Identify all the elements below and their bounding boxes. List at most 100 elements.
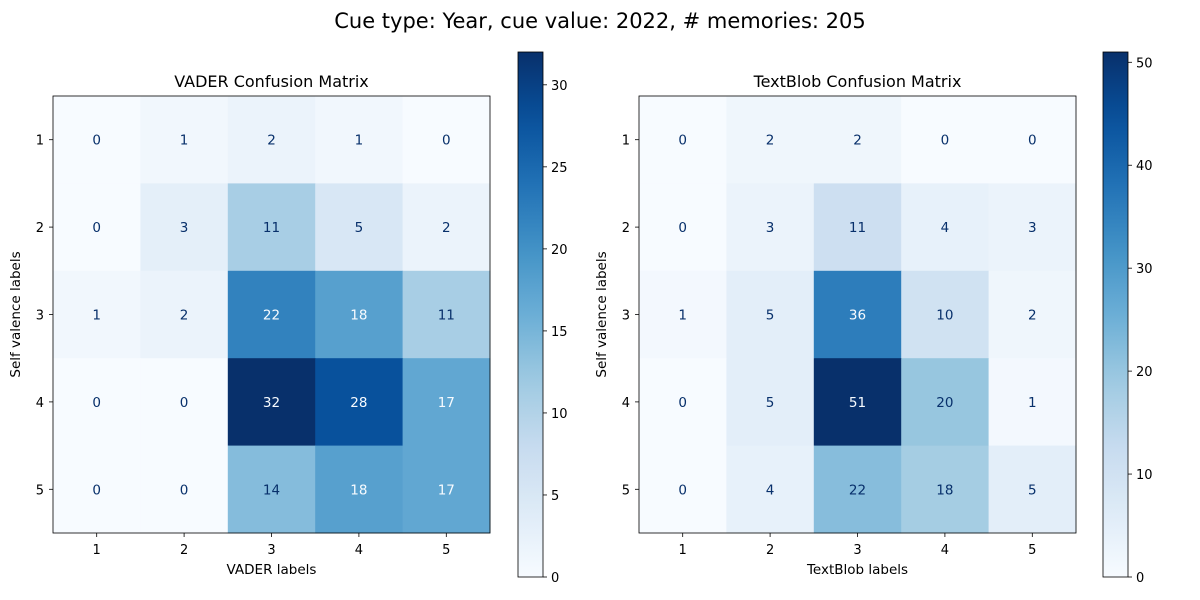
y-tick-label: 5 xyxy=(36,483,44,498)
x-tick-label: 1 xyxy=(93,543,101,558)
heatmap-cell xyxy=(315,270,404,359)
heatmap-cell xyxy=(140,445,229,534)
heatmap-cell xyxy=(639,183,727,272)
heatmap-cell xyxy=(140,358,229,447)
cell-value-label: 3 xyxy=(180,220,189,236)
cell-value-label: 0 xyxy=(678,395,687,411)
colorbar-tick-label: 0 xyxy=(551,571,559,586)
cell-value-label: 18 xyxy=(350,308,367,324)
x-axis-label: VADER labels xyxy=(227,562,317,578)
cell-value-label: 1 xyxy=(678,308,687,324)
heatmap-cell xyxy=(988,183,1077,272)
heatmap-cell xyxy=(227,183,316,272)
colorbar-tick-label: 20 xyxy=(1136,365,1153,380)
y-tick-label: 3 xyxy=(622,309,630,324)
heatmap-cell xyxy=(726,445,815,534)
chart-title: VADER Confusion Matrix xyxy=(174,72,369,91)
heatmap-cell xyxy=(988,358,1077,447)
cell-value-label: 2 xyxy=(766,133,775,149)
x-tick-label: 3 xyxy=(853,543,861,558)
x-tick-label: 2 xyxy=(180,543,188,558)
cell-value-label: 5 xyxy=(1028,482,1037,498)
colorbar-tick-label: 30 xyxy=(1136,262,1153,277)
heatmap-cell xyxy=(227,358,316,447)
heatmap-cell xyxy=(901,358,990,447)
heatmap-cell xyxy=(813,445,902,534)
cell-value-label: 20 xyxy=(936,395,953,411)
heatmap-cell xyxy=(315,183,404,272)
cell-value-label: 17 xyxy=(438,482,455,498)
heatmap-cell xyxy=(813,183,902,272)
cell-value-label: 0 xyxy=(678,133,687,149)
cell-value-label: 2 xyxy=(1028,308,1037,324)
cell-value-label: 17 xyxy=(438,395,455,411)
colorbar-tick-label: 40 xyxy=(1136,159,1153,174)
x-tick-label: 3 xyxy=(267,543,275,558)
heatmap-cell xyxy=(988,445,1077,534)
charts-group: 0 1 2 1 00 3 11 5 21 2 22 18 110 0 32 28 170 0 14 18 171 2 3 4 5… xyxy=(8,51,1153,586)
cell-value-label: 11 xyxy=(849,220,866,236)
cell-value-label: 14 xyxy=(263,482,280,498)
heatmap-cell xyxy=(53,183,141,272)
heatmap-cell xyxy=(402,96,491,184)
cell-value-label: 5 xyxy=(355,220,364,236)
heatmap-cell xyxy=(813,270,902,359)
confusion-matrix-1: 0 1 2 1 00 3 11 5 21 2 22 18 110 0 32 28 170 0 14 18 171 2 3 4 5… xyxy=(8,51,568,586)
heatmap-cell xyxy=(53,445,141,534)
cell-value-label: 18 xyxy=(936,482,953,498)
y-tick-label: 4 xyxy=(36,396,44,411)
y-tick-label: 1 xyxy=(622,134,630,149)
x-tick-label: 5 xyxy=(442,543,450,558)
cell-value-label: 3 xyxy=(1028,220,1037,236)
heatmap-cell xyxy=(315,358,404,447)
y-axis-label: Self valence labels xyxy=(594,251,610,377)
cell-value-label: 11 xyxy=(263,220,280,236)
confusion-matrix-2: 0 2 2 0 00 3 11 4 31 5 36 10 20 5 51 20 10 4 22 18 51 2 3 4 5123… xyxy=(594,51,1153,586)
colorbar-tick-label: 20 xyxy=(551,243,568,258)
cell-value-label: 2 xyxy=(853,133,862,149)
cell-value-label: 0 xyxy=(678,482,687,498)
heatmap-cell xyxy=(227,445,316,534)
cell-value-label: 4 xyxy=(941,220,950,236)
y-tick-label: 3 xyxy=(36,309,44,324)
heatmap-cell xyxy=(988,96,1077,184)
cell-value-label: 0 xyxy=(92,482,101,498)
heatmap-cell xyxy=(639,270,727,359)
heatmap-cell xyxy=(901,183,990,272)
y-tick-label: 2 xyxy=(622,221,630,236)
figure-suptitle: Cue type: Year, cue value: 2022, # memor… xyxy=(334,9,866,33)
colorbar-tick-label: 0 xyxy=(1136,571,1144,586)
cell-value-label: 0 xyxy=(442,133,451,149)
x-tick-label: 4 xyxy=(355,543,363,558)
colorbar-tick-label: 10 xyxy=(1136,468,1153,483)
heatmap-cell xyxy=(901,270,990,359)
y-tick-label: 5 xyxy=(622,483,630,498)
heatmap-cell xyxy=(988,270,1077,359)
colorbar-tick-label: 30 xyxy=(551,79,568,94)
colorbar-tick-label: 50 xyxy=(1136,56,1153,71)
heatmap-cell xyxy=(901,96,990,184)
cell-value-label: 0 xyxy=(678,220,687,236)
heatmap-cell xyxy=(53,96,141,184)
cell-value-label: 2 xyxy=(267,133,276,149)
cell-value-label: 5 xyxy=(766,308,775,324)
cell-value-label: 22 xyxy=(849,482,866,498)
x-tick-label: 2 xyxy=(766,543,774,558)
heatmap-cell xyxy=(315,96,404,184)
heatmap-cell xyxy=(639,445,727,534)
colorbar-tick-label: 5 xyxy=(551,489,559,504)
cell-value-label: 36 xyxy=(849,308,866,324)
x-tick-label: 4 xyxy=(941,543,949,558)
x-axis-label: TextBlob labels xyxy=(806,562,908,578)
heatmap-cell xyxy=(726,96,815,184)
cell-value-label: 32 xyxy=(263,395,280,411)
cell-value-label: 0 xyxy=(180,395,189,411)
heatmap-cell xyxy=(402,183,491,272)
colorbar-tick-label: 25 xyxy=(551,161,568,176)
cell-value-label: 0 xyxy=(92,133,101,149)
cell-value-label: 1 xyxy=(355,133,364,149)
x-tick-label: 1 xyxy=(679,543,687,558)
cell-value-label: 51 xyxy=(849,395,866,411)
heatmap-cell xyxy=(53,358,141,447)
